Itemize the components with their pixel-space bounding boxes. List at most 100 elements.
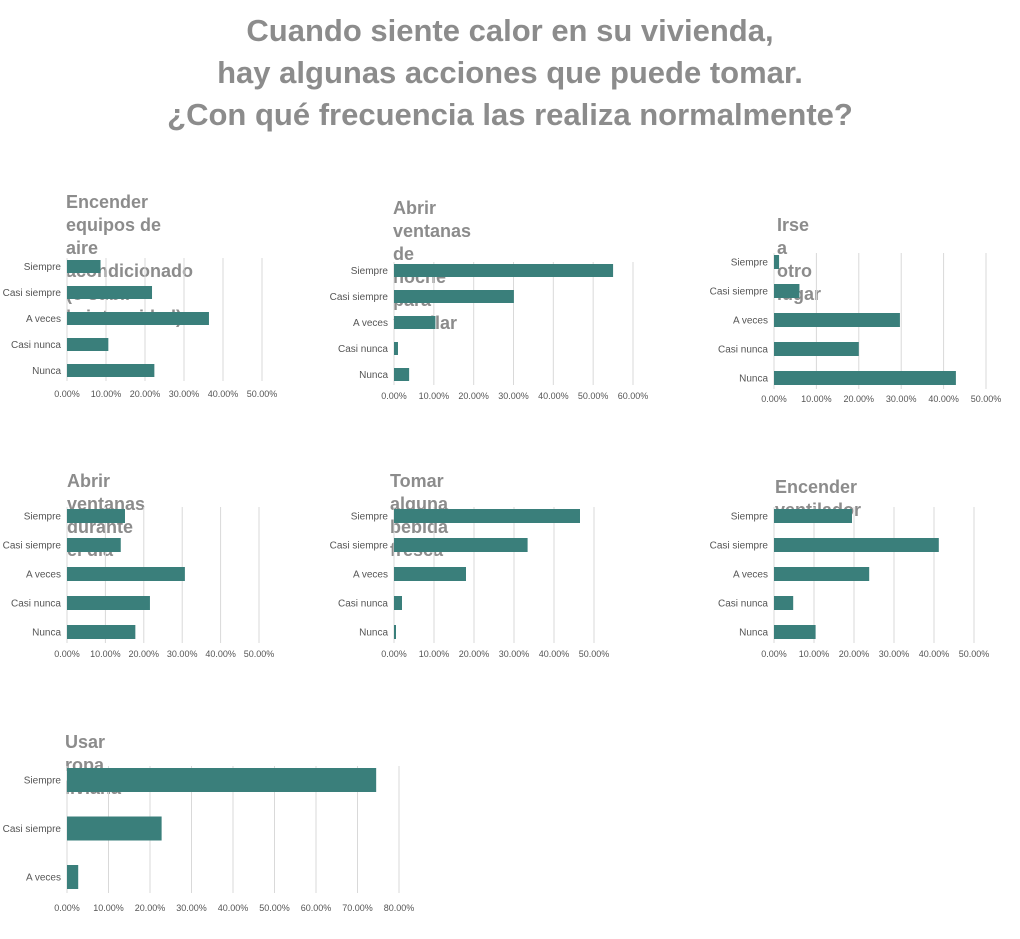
tick-label: 50.00% xyxy=(247,389,278,399)
category-label: Casi siempre xyxy=(3,288,62,299)
chart-plot: 0.00% 10.00% 20.00% 30.00% 40.00% 50.00% Siemp… xyxy=(330,507,610,659)
chart-plot: 0.00% 10.00% 20.00% 30.00% 40.00% 50.00% Siemp… xyxy=(3,258,278,399)
bar xyxy=(67,538,121,552)
category-label: Siempre xyxy=(24,262,62,273)
bar xyxy=(67,768,377,792)
category-label: Casi nunca xyxy=(338,599,388,610)
tick-label: 30.00% xyxy=(879,649,910,659)
category-label: Siempre xyxy=(731,258,769,269)
tick-label: 10.00% xyxy=(93,903,124,913)
category-label: Casi siempre xyxy=(3,541,62,552)
category-label: A veces xyxy=(26,873,61,884)
bar xyxy=(774,255,780,269)
category-label: Casi nunca xyxy=(338,344,388,355)
bar xyxy=(774,371,956,385)
bar xyxy=(67,338,109,351)
tick-label: 80.00% xyxy=(384,903,415,913)
bar xyxy=(774,284,800,298)
tick-label: 40.00% xyxy=(208,389,239,399)
tick-label: 40.00% xyxy=(218,903,249,913)
bar xyxy=(394,509,580,523)
tick-label: 40.00% xyxy=(919,649,950,659)
tick-label: 20.00% xyxy=(135,903,166,913)
category-label: Casi siempre xyxy=(710,287,769,298)
main-title-line: hay algunas acciones que puede tomar. xyxy=(217,55,803,90)
bar xyxy=(394,342,398,355)
tick-label: 50.00% xyxy=(259,903,290,913)
tick-label: 20.00% xyxy=(458,391,489,401)
bar xyxy=(394,316,436,329)
bar xyxy=(394,625,396,639)
category-label: Casi nunca xyxy=(718,599,768,610)
bar xyxy=(774,596,794,610)
main-title: Cuando siente calor en su vivienda, hay … xyxy=(0,10,1020,136)
category-label: Casi siempre xyxy=(3,824,62,835)
chart-plot: 0.00% 10.00% 20.00% 30.00% 40.00% 50.00% Siemp… xyxy=(710,507,989,659)
tick-label: 50.00% xyxy=(244,649,275,659)
tick-label: 0.00% xyxy=(54,903,80,913)
bar xyxy=(774,313,900,327)
tick-label: 40.00% xyxy=(538,391,569,401)
bar xyxy=(394,567,466,581)
tick-label: 60.00% xyxy=(301,903,332,913)
category-label: Siempre xyxy=(351,512,389,523)
bar xyxy=(67,625,136,639)
category-label: Casi nunca xyxy=(11,340,61,351)
tick-label: 10.00% xyxy=(90,649,121,659)
category-label: Nunca xyxy=(739,628,768,639)
category-label: A veces xyxy=(26,314,61,325)
bar xyxy=(67,865,79,889)
bar xyxy=(67,286,153,299)
tick-label: 10.00% xyxy=(801,394,832,404)
tick-label: 50.00% xyxy=(579,649,610,659)
tick-label: 0.00% xyxy=(381,391,407,401)
tick-label: 20.00% xyxy=(839,649,870,659)
tick-label: 40.00% xyxy=(539,649,570,659)
tick-label: 20.00% xyxy=(844,394,875,404)
bar xyxy=(774,625,816,639)
tick-label: 10.00% xyxy=(799,649,830,659)
category-label: Siempre xyxy=(731,512,769,523)
category-label: A veces xyxy=(733,570,768,581)
bar xyxy=(774,567,870,581)
tick-label: 30.00% xyxy=(176,903,207,913)
category-label: Nunca xyxy=(359,370,388,381)
tick-label: 70.00% xyxy=(342,903,373,913)
tick-label: 30.00% xyxy=(167,649,198,659)
category-label: Siempre xyxy=(24,776,62,787)
bar xyxy=(394,368,410,381)
bar xyxy=(67,312,209,325)
tick-label: 0.00% xyxy=(54,389,80,399)
bar xyxy=(67,816,162,841)
main-title-line: ¿Con qué frecuencia las realiza normalme… xyxy=(167,97,853,132)
bar xyxy=(67,596,150,610)
bar xyxy=(67,567,185,581)
tick-label: 30.00% xyxy=(169,389,200,399)
tick-label: 50.00% xyxy=(578,391,609,401)
category-label: Casi nunca xyxy=(718,345,768,356)
bar xyxy=(394,290,514,303)
bar xyxy=(67,364,155,377)
tick-label: 10.00% xyxy=(91,389,122,399)
category-label: Nunca xyxy=(32,628,61,639)
chart-plot: 0.00% 10.00% 20.00% 30.00% 40.00% 50.00% Siemp… xyxy=(710,253,1001,404)
category-label: Nunca xyxy=(739,374,768,385)
bar xyxy=(394,264,614,277)
chart-plot: 0.00% 10.00% 20.00% 30.00% 40.00% 50.00% 60.00… xyxy=(330,262,649,401)
category-label: Casi siempre xyxy=(330,541,389,552)
tick-label: 30.00% xyxy=(498,391,529,401)
tick-label: 30.00% xyxy=(499,649,530,659)
tick-label: 20.00% xyxy=(459,649,490,659)
tick-label: 0.00% xyxy=(54,649,80,659)
tick-label: 10.00% xyxy=(419,391,450,401)
tick-label: 40.00% xyxy=(928,394,959,404)
bar xyxy=(774,342,859,356)
category-label: A veces xyxy=(733,316,768,327)
category-label: Siempre xyxy=(24,512,62,523)
category-label: A veces xyxy=(353,570,388,581)
bar xyxy=(394,596,402,610)
tick-label: 60.00% xyxy=(618,391,649,401)
chart-plot: 0.00% 10.00% 20.00% 30.00% 40.00% 50.00% Siemp… xyxy=(3,507,275,659)
category-label: Casi siempre xyxy=(330,292,389,303)
category-label: Nunca xyxy=(32,366,61,377)
